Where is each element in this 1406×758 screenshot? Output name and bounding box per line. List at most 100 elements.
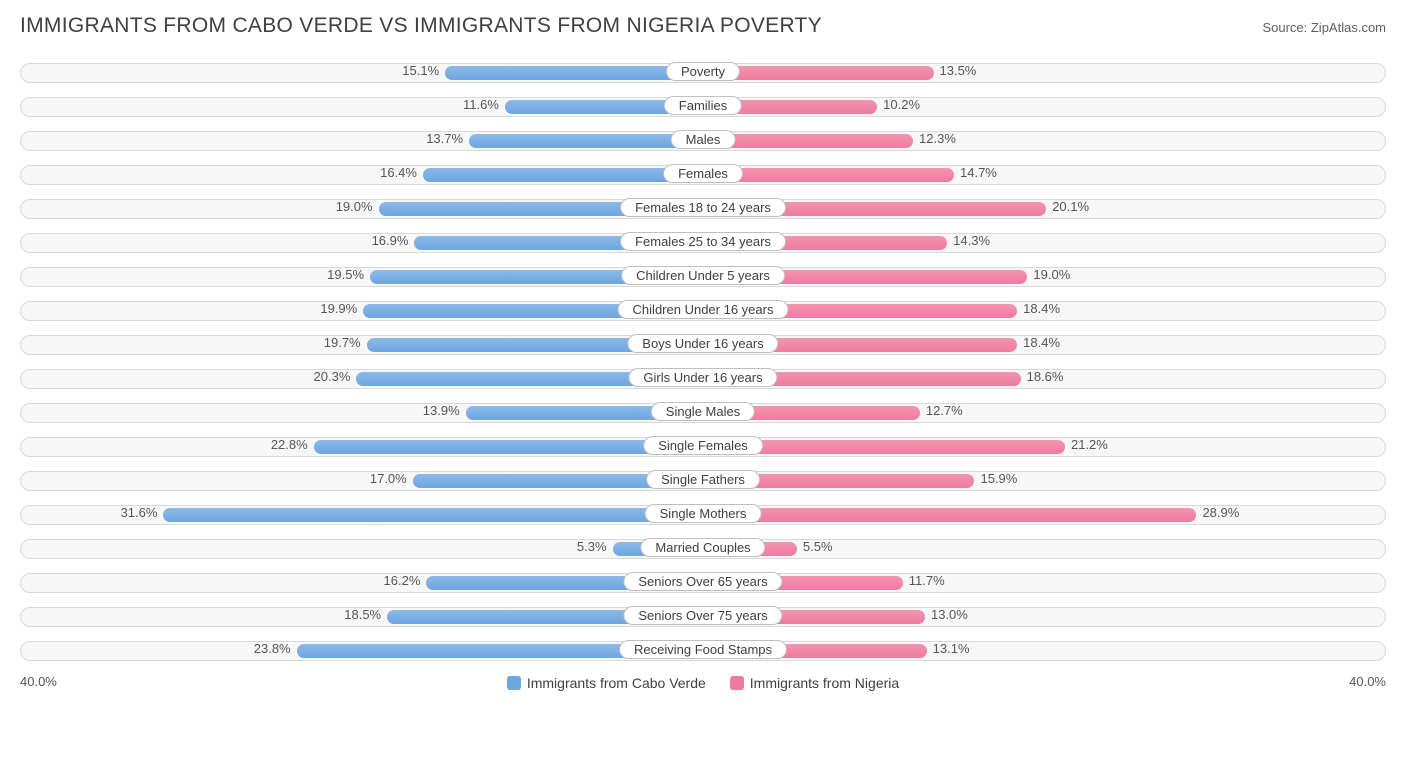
row-half-left: 19.9% [20,294,703,328]
category-label: Children Under 16 years [618,300,789,319]
row-half-left: 31.6% [20,498,703,532]
category-label: Children Under 5 years [621,266,785,285]
value-right: 10.2% [883,97,920,112]
row-half-left: 16.9% [20,226,703,260]
row-half-left: 17.0% [20,464,703,498]
chart-header: IMMIGRANTS FROM CABO VERDE VS IMMIGRANTS… [20,14,1386,38]
value-right: 18.4% [1023,301,1060,316]
value-left: 17.0% [370,471,407,486]
chart-row: 19.5% 19.0%Children Under 5 years [20,260,1386,294]
chart-row: 16.9% 14.3%Females 25 to 34 years [20,226,1386,260]
chart-row: 16.2% 11.7% Seniors Over 65 years [20,566,1386,600]
chart-row: 31.6% 28.9% Single Mothers [20,498,1386,532]
value-left: 20.3% [314,369,351,384]
row-half-right: 13.5% [703,56,1386,90]
category-label: Females [663,164,743,183]
value-right: 18.6% [1027,369,1064,384]
row-half-right: 11.7% [703,566,1386,600]
row-half-right: 20.1% [703,192,1386,226]
value-left: 16.4% [380,165,417,180]
value-right: 13.0% [931,607,968,622]
chart-row: 19.0%20.1%Females 18 to 24 years [20,192,1386,226]
value-left: 19.9% [320,301,357,316]
value-left: 16.9% [372,233,409,248]
row-half-left: 22.8% [20,430,703,464]
bar-left [445,66,703,80]
category-label: Single Mothers [645,504,762,523]
chart-row: 20.3% 18.6% Girls Under 16 years [20,362,1386,396]
value-right: 12.7% [926,403,963,418]
category-label: Females 25 to 34 years [620,232,786,251]
axis-max-right: 40.0% [1349,674,1386,689]
chart-source: Source: ZipAtlas.com [1262,20,1386,35]
category-label: Seniors Over 75 years [623,606,782,625]
row-half-left: 13.9% [20,396,703,430]
value-right: 28.9% [1202,505,1239,520]
bar-left [469,134,703,148]
row-half-right: 15.9% [703,464,1386,498]
chart-row: 22.8%21.2%Single Females [20,430,1386,464]
chart-row: 13.9% 12.7% Single Males [20,396,1386,430]
row-half-right: 12.7% [703,396,1386,430]
value-left: 19.0% [336,199,373,214]
value-left: 5.3% [577,539,607,554]
row-half-right: 18.4% [703,294,1386,328]
row-half-left: 16.4% [20,158,703,192]
value-right: 13.5% [940,63,977,78]
value-left: 11.6% [463,97,499,112]
row-half-right: 14.3% [703,226,1386,260]
value-left: 15.1% [402,63,439,78]
chart-row: 16.4% 14.7% Females [20,158,1386,192]
row-half-left: 19.7% [20,328,703,362]
legend-label-left: Immigrants from Cabo Verde [527,675,706,691]
legend-label-right: Immigrants from Nigeria [750,675,899,691]
row-half-left: 5.3% [20,532,703,566]
value-right: 14.7% [960,165,997,180]
chart-row: 23.8% 13.1% Receiving Food Stamps [20,634,1386,668]
row-half-left: 23.8% [20,634,703,668]
chart-row: 19.9% 18.4% Children Under 16 years [20,294,1386,328]
row-half-right: 18.6% [703,362,1386,396]
legend-item-right: Immigrants from Nigeria [730,675,899,691]
value-left: 16.2% [384,573,421,588]
category-label: Girls Under 16 years [628,368,777,387]
value-right: 20.1% [1052,199,1089,214]
value-left: 22.8% [271,437,308,452]
bar-left [163,508,703,522]
value-left: 18.5% [344,607,381,622]
legend-swatch-left [507,676,521,690]
row-half-left: 13.7% [20,124,703,158]
row-half-right: 21.2% [703,430,1386,464]
category-label: Single Males [651,402,755,421]
category-label: Receiving Food Stamps [619,640,787,659]
legend-item-left: Immigrants from Cabo Verde [507,675,706,691]
category-label: Seniors Over 65 years [623,572,782,591]
row-half-left: 19.5% [20,260,703,294]
row-half-right: 28.9% [703,498,1386,532]
category-label: Males [671,130,736,149]
row-half-right: 12.3% [703,124,1386,158]
chart-row: 17.0%15.9%Single Fathers [20,464,1386,498]
row-half-right: 13.0% [703,600,1386,634]
row-half-right: 14.7% [703,158,1386,192]
value-right: 12.3% [919,131,956,146]
row-half-left: 18.5% [20,600,703,634]
row-half-right: 19.0% [703,260,1386,294]
row-half-left: 11.6% [20,90,703,124]
chart-row: 5.3%5.5%Married Couples [20,532,1386,566]
row-half-left: 20.3% [20,362,703,396]
chart-row: 18.5% 13.0% Seniors Over 75 years [20,600,1386,634]
value-right: 13.1% [933,641,970,656]
row-half-right: 18.4% [703,328,1386,362]
chart-row: 15.1% 13.5% Poverty [20,56,1386,90]
value-left: 13.9% [423,403,460,418]
value-left: 19.5% [327,267,364,282]
value-right: 5.5% [803,539,833,554]
value-left: 13.7% [426,131,463,146]
value-right: 11.7% [909,573,945,588]
value-left: 23.8% [254,641,291,656]
row-half-left: 16.2% [20,566,703,600]
chart-row: 11.6%10.2%Families [20,90,1386,124]
category-label: Poverty [666,62,740,81]
axis-max-left: 40.0% [20,674,57,689]
